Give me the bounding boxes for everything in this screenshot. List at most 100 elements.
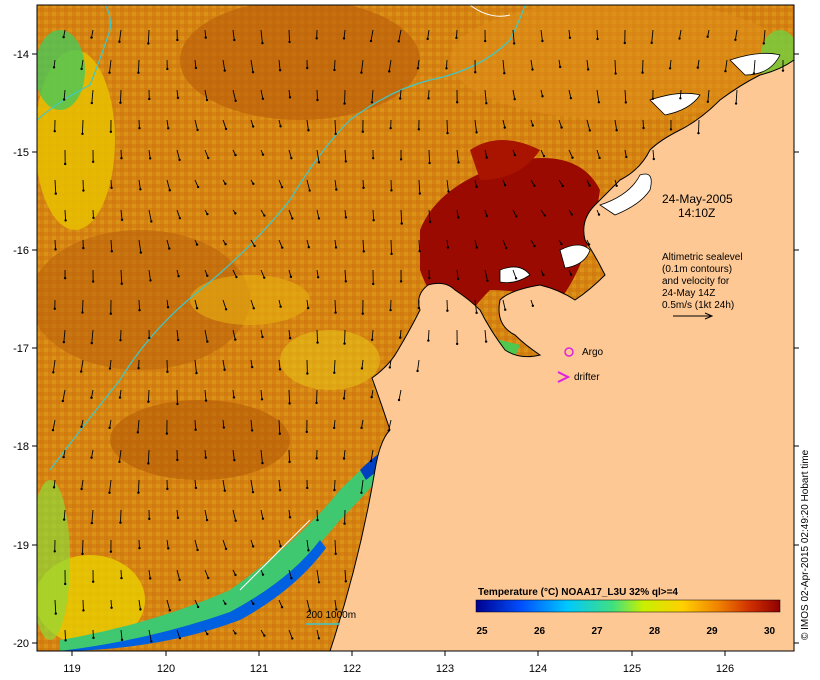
velocity-arrow bbox=[370, 449, 374, 462]
velocity-arrow bbox=[148, 629, 152, 642]
velocity-arrow bbox=[147, 29, 150, 44]
velocity-arrow bbox=[446, 59, 448, 69]
velocity-arrow bbox=[138, 179, 141, 190]
velocity-arrow bbox=[222, 359, 226, 370]
velocity-arrow bbox=[763, 29, 766, 44]
velocity-info: Altimetric sealevel (0.1m contours) and … bbox=[662, 252, 743, 320]
velocity-arrow bbox=[697, 59, 700, 68]
velocity-arrow bbox=[428, 209, 431, 222]
depth-contour-1000m bbox=[37, 5, 112, 121]
velocity-arrow bbox=[502, 59, 505, 74]
velocity-arrow bbox=[260, 389, 263, 400]
velocity-arrow bbox=[502, 119, 506, 128]
velocity-arrow bbox=[176, 629, 181, 639]
velocity-arrow bbox=[194, 539, 199, 551]
argo-label: Argo bbox=[582, 347, 604, 358]
date-line-2: 14:10Z bbox=[678, 206, 715, 220]
velocity-arrow bbox=[427, 329, 430, 341]
depth-contour-200m bbox=[49, 5, 526, 471]
velocity-arrow bbox=[194, 479, 197, 488]
velocity-arrow bbox=[194, 59, 197, 68]
velocity-arrow bbox=[250, 479, 254, 493]
velocity-arrow bbox=[232, 449, 235, 461]
velocity-arrow bbox=[669, 59, 672, 69]
velocity-arrow bbox=[343, 29, 346, 39]
velocity-arrow bbox=[148, 269, 151, 281]
velocity-arrow bbox=[288, 389, 291, 404]
velocity-arrow bbox=[232, 29, 235, 41]
velocity-arrow bbox=[456, 209, 459, 218]
velocity-arrow bbox=[586, 59, 589, 70]
longitude-axis: 119 120 121 122 123 124 125 126 bbox=[63, 651, 734, 675]
velocity-arrow bbox=[344, 209, 347, 218]
colorbar: Temperature (°C) NOAA17_L3U 32% ql>=4 25… bbox=[475, 587, 781, 637]
velocity-arrow bbox=[194, 419, 197, 430]
velocity-arrow bbox=[54, 239, 56, 250]
velocity-arrow bbox=[110, 179, 113, 188]
velocity-arrow bbox=[52, 419, 56, 431]
velocity-arrow bbox=[147, 389, 150, 402]
lon-tick-label: 119 bbox=[63, 663, 81, 675]
velocity-arrow bbox=[642, 119, 644, 129]
lat-tick-label: -18 bbox=[13, 441, 29, 453]
velocity-arrow bbox=[250, 419, 253, 431]
velocity-arrow bbox=[334, 239, 337, 248]
velocity-arrow bbox=[120, 629, 123, 640]
velocity-arrow bbox=[148, 569, 151, 579]
velocity-arrow bbox=[734, 29, 738, 40]
velocity-arrow bbox=[398, 29, 402, 42]
velocity-arrow bbox=[362, 179, 364, 188]
velocity-arrow bbox=[250, 59, 254, 73]
drifter-marker bbox=[557, 371, 571, 383]
velocity-arrow bbox=[456, 269, 459, 280]
velocity-arrow bbox=[109, 359, 112, 369]
info-line-3: and velocity for bbox=[662, 276, 730, 287]
velocity-arrow bbox=[484, 329, 487, 342]
velocity-arrow bbox=[91, 449, 94, 458]
velocity-arrow bbox=[389, 359, 392, 368]
colorbar-tick-label: 27 bbox=[591, 626, 603, 637]
argo-marker bbox=[564, 347, 574, 357]
velocity-arrow bbox=[204, 149, 209, 159]
velocity-arrow bbox=[333, 419, 336, 428]
velocity-arrow bbox=[54, 599, 57, 614]
velocity-arrow bbox=[278, 359, 281, 370]
velocity-arrow bbox=[82, 539, 84, 554]
velocity-arrow bbox=[679, 29, 682, 39]
land-mass bbox=[330, 5, 794, 651]
velocity-arrow bbox=[306, 239, 310, 248]
velocity-arrow bbox=[232, 389, 235, 398]
velocity-arrow bbox=[698, 119, 700, 134]
velocity-arrow bbox=[176, 509, 179, 518]
velocity-arrow bbox=[166, 179, 171, 191]
velocity-arrow bbox=[176, 209, 181, 219]
velocity-arrow bbox=[361, 359, 364, 369]
velocity-arrow bbox=[278, 479, 281, 491]
velocity-arrow bbox=[63, 29, 66, 38]
latitude-axis: -14 -15 -16 -17 -18 -19 -20 bbox=[13, 49, 799, 650]
velocity-arrow bbox=[91, 329, 94, 344]
velocity-arrow bbox=[204, 389, 207, 401]
velocity-arrow bbox=[222, 299, 227, 310]
drifter-label: drifter bbox=[574, 372, 600, 383]
velocity-arrow bbox=[456, 149, 459, 163]
velocity-arrow bbox=[288, 29, 290, 42]
velocity-arrow bbox=[371, 329, 374, 340]
velocity-arrow bbox=[110, 599, 113, 608]
velocity-arrow bbox=[474, 239, 478, 248]
velocity-arrow bbox=[399, 89, 402, 99]
velocity-arrow bbox=[707, 89, 710, 102]
velocity-arrow bbox=[502, 239, 507, 249]
velocity-arrow bbox=[109, 479, 112, 493]
velocity-arrow bbox=[204, 569, 209, 579]
velocity-arrow bbox=[306, 299, 309, 309]
velocity-arrow bbox=[540, 29, 543, 42]
velocity-arrow bbox=[288, 209, 293, 219]
velocity-arrow bbox=[137, 59, 140, 73]
velocity-arrow bbox=[399, 329, 402, 338]
velocity-arrow bbox=[119, 389, 122, 398]
velocity-arrow bbox=[371, 89, 374, 103]
velocity-arrow bbox=[388, 59, 392, 72]
velocity-arrow bbox=[91, 29, 94, 38]
